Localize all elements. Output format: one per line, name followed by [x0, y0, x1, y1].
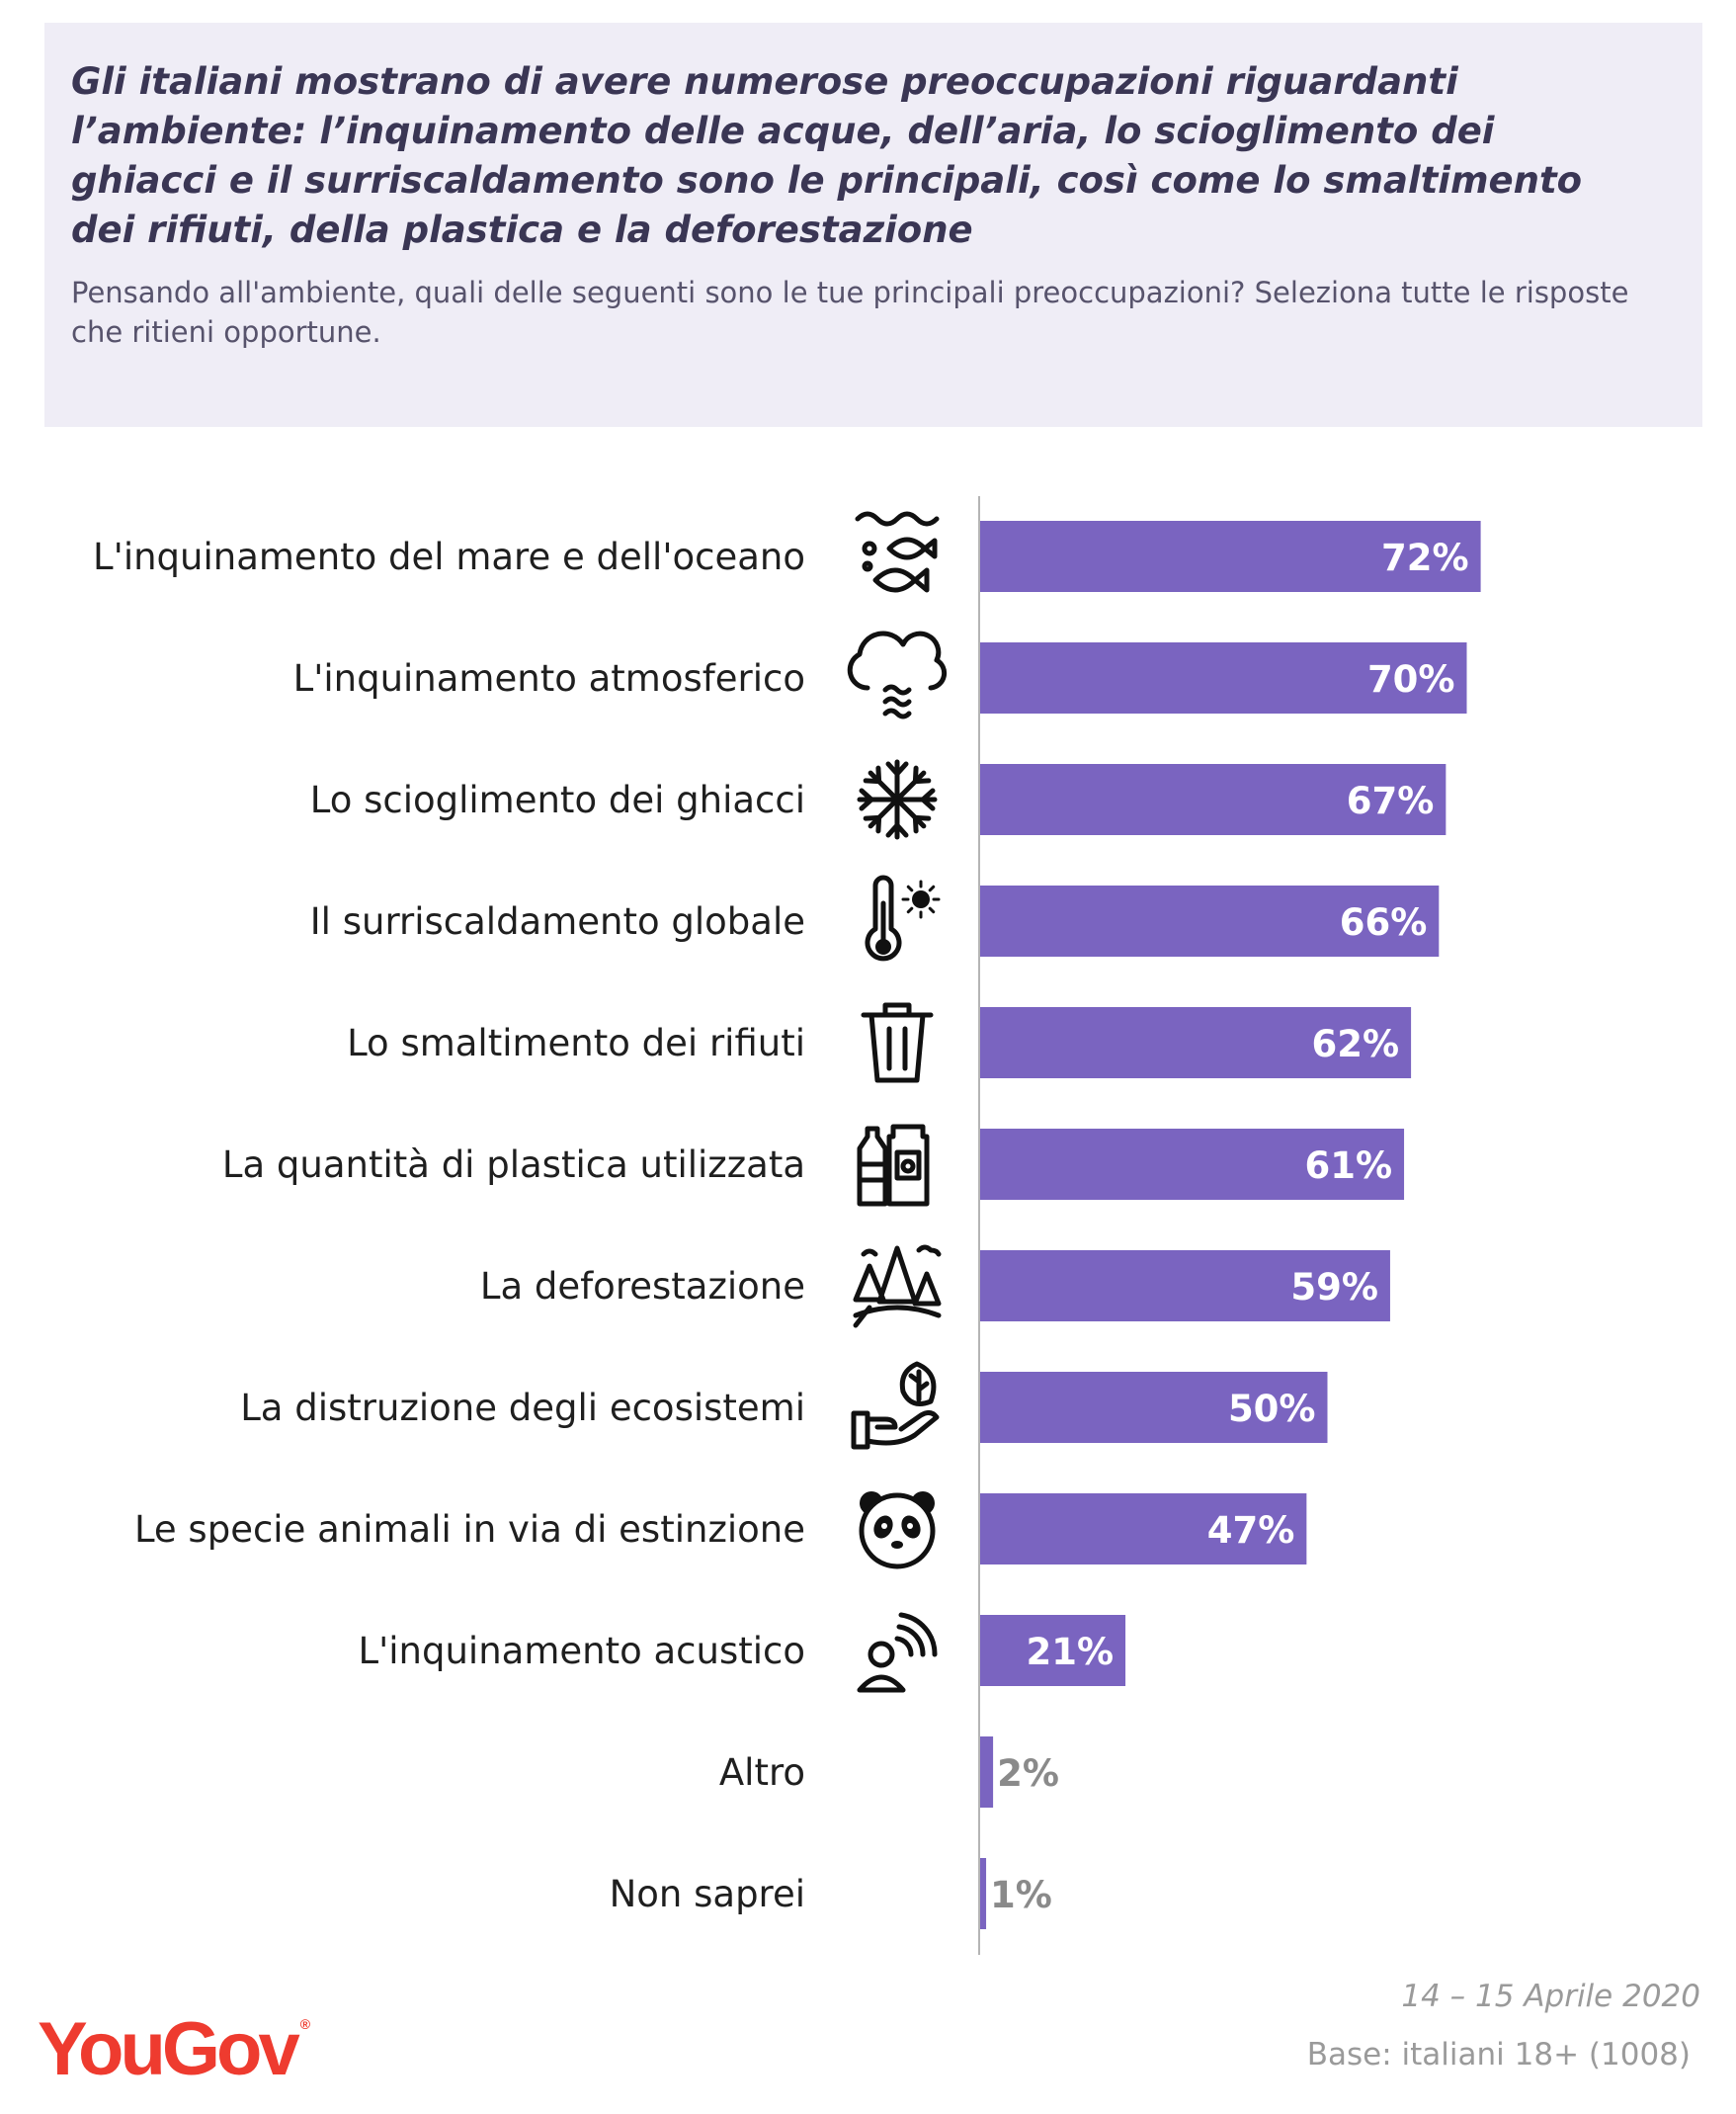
panda-icon — [859, 1491, 936, 1569]
value-label: 72% — [1381, 537, 1469, 579]
bar-row: Il surriscaldamento globale 66% — [310, 875, 1440, 962]
bar — [979, 1007, 1412, 1078]
bar — [979, 764, 1447, 835]
bar-row: La deforestazione 59% — [480, 1244, 1390, 1328]
category-label: Il surriscaldamento globale — [310, 900, 805, 943]
bar-row: La quantità di plastica utilizzata 61% — [222, 1124, 1405, 1207]
fish-water-icon — [855, 511, 940, 593]
category-label: Altro — [719, 1751, 805, 1794]
category-label: L'inquinamento del mare e dell'oceano — [93, 536, 805, 578]
bar — [979, 1858, 987, 1929]
footer-date: 14 – 15 Aprile 2020 — [1401, 1979, 1700, 2014]
smog-cloud-icon — [847, 631, 948, 719]
value-label: 61% — [1304, 1144, 1392, 1187]
bar-row: Non saprei 1% — [610, 1858, 1052, 1929]
bar — [979, 1372, 1328, 1443]
value-label: 66% — [1340, 901, 1428, 944]
bar — [979, 1615, 1126, 1686]
trash-bin-icon — [861, 1002, 934, 1083]
bar-row: L'inquinamento atmosferico 70% — [293, 631, 1467, 719]
category-label: La quantità di plastica utilizzata — [222, 1143, 805, 1186]
bar-row: L'inquinamento acustico 21% — [358, 1612, 1126, 1693]
value-label: 70% — [1367, 658, 1455, 701]
category-label: L'inquinamento atmosferico — [293, 657, 805, 700]
bars-layer: L'inquinamento del mare e dell'oceano 72%… — [93, 511, 1481, 1929]
bar-row: Altro 2% — [719, 1736, 1059, 1808]
value-label: 47% — [1207, 1509, 1295, 1552]
header-box — [44, 23, 1702, 427]
bar-row: La distruzione degli ecosistemi 50% — [240, 1361, 1328, 1450]
registered-mark: ® — [299, 2016, 311, 2032]
footer-base: Base: italiani 18+ (1008) — [1306, 2037, 1691, 2072]
category-label: Le specie animali in via di estinzione — [134, 1508, 805, 1551]
value-label: 2% — [997, 1752, 1059, 1795]
yougov-logo: YouGov ® — [38, 2006, 310, 2092]
category-label: Lo smaltimento dei rifiuti — [347, 1022, 805, 1064]
value-label: 1% — [990, 1874, 1052, 1916]
bar-row: L'inquinamento del mare e dell'oceano 72% — [93, 511, 1481, 593]
value-label: 62% — [1312, 1023, 1400, 1065]
category-label: L'inquinamento acustico — [358, 1630, 805, 1672]
category-label: La distruzione degli ecosistemi — [240, 1387, 805, 1429]
bar — [979, 1250, 1390, 1321]
value-label: 59% — [1290, 1266, 1378, 1309]
logo-text: YouGov — [38, 2007, 300, 2091]
category-label: Non saprei — [610, 1873, 805, 1915]
bar-row: Lo smaltimento dei rifiuti 62% — [347, 1002, 1412, 1083]
noise-person-icon — [857, 1612, 938, 1693]
bar-row: Lo scioglimento dei ghiacci 67% — [310, 759, 1447, 840]
plastic-bottles-icon — [857, 1124, 930, 1207]
bar — [979, 642, 1467, 714]
bar — [979, 1493, 1307, 1564]
bar — [979, 886, 1440, 957]
forest-icon — [853, 1244, 942, 1328]
snowflake-icon — [857, 759, 938, 840]
bar — [979, 521, 1481, 592]
category-label: Lo scioglimento dei ghiacci — [310, 779, 805, 821]
chart-title: Gli italiani mostrano di avere numerose … — [71, 60, 1583, 251]
value-label: 67% — [1347, 780, 1435, 822]
hand-leaf-icon — [851, 1361, 940, 1450]
value-label: 50% — [1228, 1388, 1316, 1430]
thermometer-sun-icon — [865, 875, 941, 962]
chart-subtitle: Pensando all'ambiente, quali delle segue… — [71, 276, 1629, 349]
value-label: 21% — [1026, 1631, 1114, 1673]
bar — [979, 1736, 994, 1808]
category-label: La deforestazione — [480, 1265, 805, 1308]
bar-row: Le specie animali in via di estinzione 47… — [134, 1491, 1307, 1569]
bar — [979, 1129, 1405, 1200]
